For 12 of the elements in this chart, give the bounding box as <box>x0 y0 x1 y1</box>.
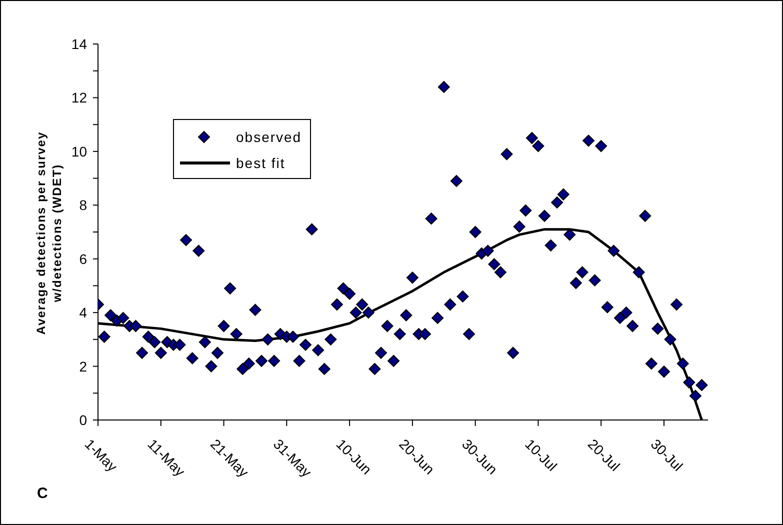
y-tick-label: 12 <box>71 90 88 106</box>
y-tick-label: 6 <box>79 250 88 267</box>
y-tick-label: 10 <box>71 143 88 160</box>
y-tick-label: 8 <box>79 197 88 214</box>
legend-label: observed <box>236 129 302 145</box>
y-tick-label: 4 <box>79 304 88 321</box>
text: C <box>37 485 48 502</box>
y-tick-label: 0 <box>79 412 88 428</box>
legend-label: best fit <box>236 155 286 171</box>
y-tick-label: 14 <box>71 36 88 52</box>
y-axis-title: Average detections per survey w/detections (WDET) <box>33 130 65 337</box>
y-tick-label: 2 <box>79 358 88 374</box>
